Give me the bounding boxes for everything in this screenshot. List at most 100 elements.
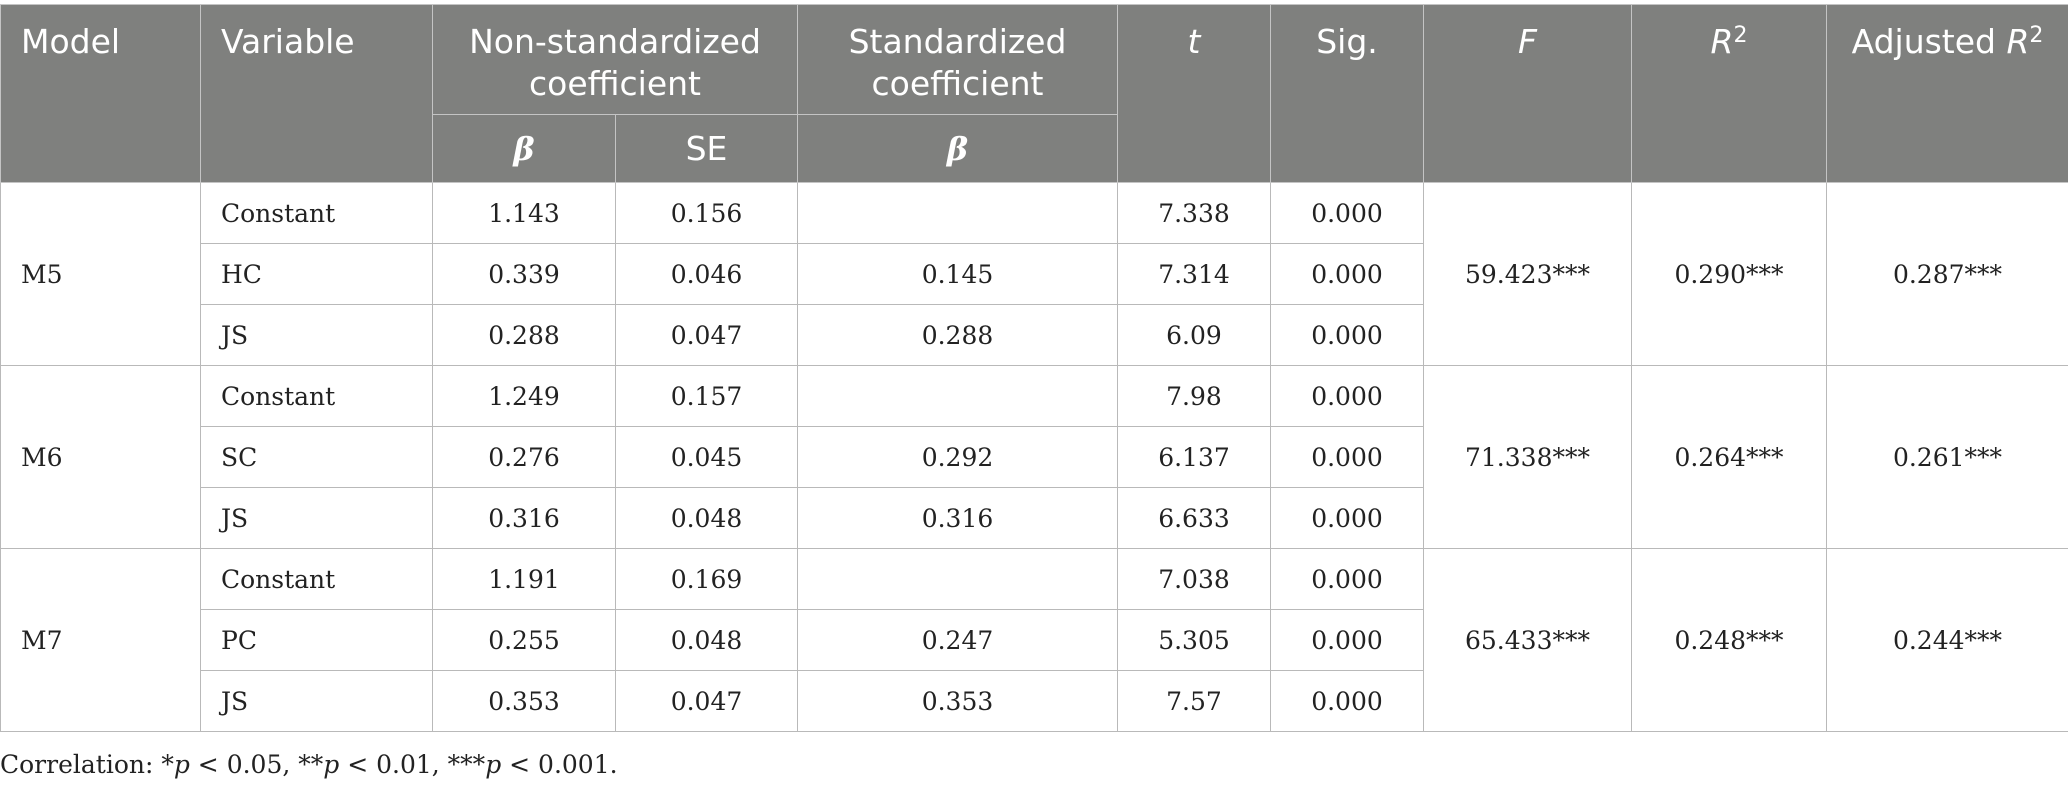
header-adjusted-r-squared: Adjusted R2: [1826, 4, 2068, 183]
header-nonstd-beta: β: [432, 114, 616, 183]
cell-variable: JS: [200, 670, 433, 732]
table-row: M5 Constant 1.143 0.156 7.338 0.000 59.423*** 0…: [0, 182, 2068, 366]
header-r2-sup: 2: [1733, 23, 1748, 48]
note-p1: p: [173, 750, 190, 779]
cell-sig: 0.000: [1270, 365, 1424, 427]
header-sig: Sig.: [1270, 4, 1424, 183]
header-standardized-coefficient: Standardized coefficient: [797, 4, 1118, 115]
header-adj-r2-base: R: [2006, 22, 2030, 61]
cell-se: 0.169: [615, 548, 798, 610]
cell-variable: PC: [200, 609, 433, 671]
table-row: JS 0.288 0.047 0.288 6.09 0.000: [1, 304, 2068, 366]
cell-r2: 0.264***: [1631, 365, 1827, 549]
header-nonstd-beta-label: β: [513, 129, 535, 168]
cell-se: 0.048: [615, 609, 798, 671]
cell-r2: 0.290***: [1631, 182, 1827, 366]
cell-t: 7.038: [1117, 548, 1271, 610]
header-model: Model: [0, 4, 201, 183]
header-adj-r2-sup: 2: [2029, 23, 2044, 48]
header-row-2: β SE β: [1, 114, 2068, 183]
cell-sig: 0.000: [1270, 304, 1424, 366]
header-se: SE: [615, 114, 798, 183]
table-footnote: Correlation: *p < 0.05, **p < 0.01, ***p…: [0, 750, 618, 779]
header-f: F: [1423, 4, 1632, 183]
cell-f: 65.433***: [1423, 548, 1632, 732]
cell-variable: SC: [200, 426, 433, 488]
cell-se: 0.157: [615, 365, 798, 427]
cell-se: 0.047: [615, 670, 798, 732]
cell-t: 5.305: [1117, 609, 1271, 671]
cell-sig: 0.000: [1270, 243, 1424, 305]
cell-variable: Constant: [200, 548, 433, 610]
header-r-squared: R2: [1631, 4, 1827, 183]
cell-beta: 0.316: [432, 487, 616, 549]
cell-se: 0.047: [615, 304, 798, 366]
cell-model: M6: [0, 365, 201, 549]
cell-std-beta: 0.353: [797, 670, 1118, 732]
cell-t: 6.09: [1117, 304, 1271, 366]
cell-adj-r2: 0.261***: [1826, 365, 2068, 549]
table-row: M6 Constant 1.249 0.157 7.98 0.000 71.338*** 0.…: [0, 365, 2068, 549]
cell-f: 71.338***: [1423, 365, 1632, 549]
cell-variable: JS: [200, 304, 433, 366]
cell-se: 0.156: [615, 182, 798, 244]
cell-t: 7.98: [1117, 365, 1271, 427]
cell-std-beta: 0.292: [797, 426, 1118, 488]
table-row: SC 0.276 0.045 0.292 6.137 0.000: [1, 426, 2068, 488]
header-r2-base: R: [1710, 22, 1734, 61]
header-t-label: t: [1187, 22, 1201, 61]
cell-std-beta: [797, 548, 1118, 610]
header-std-beta: β: [797, 114, 1118, 183]
header-nonstandardized-coefficient: Non-standardized coefficient: [432, 4, 798, 115]
note-p3: p: [485, 750, 502, 779]
cell-beta: 1.143: [432, 182, 616, 244]
cell-t: 7.314: [1117, 243, 1271, 305]
cell-beta: 1.249: [432, 365, 616, 427]
cell-beta: 0.288: [432, 304, 616, 366]
cell-sig: 0.000: [1270, 548, 1424, 610]
cell-sig: 0.000: [1270, 670, 1424, 732]
cell-std-beta: [797, 365, 1118, 427]
header-variable: Variable: [200, 4, 433, 183]
table-row: HC 0.339 0.046 0.145 7.314 0.000: [1, 243, 2068, 305]
regression-table: Model Variable Non-standardized coeffici…: [0, 4, 2068, 732]
cell-beta: 1.191: [432, 548, 616, 610]
cell-model: M7: [0, 548, 201, 732]
note-suffix: < 0.001.: [501, 750, 618, 779]
cell-beta: 0.353: [432, 670, 616, 732]
note-mid2: < 0.01, ***: [339, 750, 486, 779]
cell-variable: Constant: [200, 182, 433, 244]
table-row: M7 Constant 1.191 0.169 7.038 0.000 65.433*** 0…: [0, 548, 2068, 732]
header-std-beta-label: β: [946, 129, 969, 168]
cell-model: M5: [0, 182, 201, 366]
table-body: M5 Constant 1.143 0.156 7.338 0.000 59.423*** 0…: [0, 182, 2068, 732]
cell-se: 0.045: [615, 426, 798, 488]
cell-sig: 0.000: [1270, 182, 1424, 244]
cell-t: 6.633: [1117, 487, 1271, 549]
cell-beta: 0.339: [432, 243, 616, 305]
cell-std-beta: [797, 182, 1118, 244]
cell-beta: 0.276: [432, 426, 616, 488]
cell-t: 7.338: [1117, 182, 1271, 244]
cell-sig: 0.000: [1270, 426, 1424, 488]
header-t: t: [1117, 4, 1271, 183]
cell-f: 59.423***: [1423, 182, 1632, 366]
cell-std-beta: 0.316: [797, 487, 1118, 549]
header-row-1: Model Variable Non-standardized coeffici…: [0, 4, 2068, 183]
header-adj-prefix: Adjusted: [1851, 22, 2007, 61]
table-row: JS 0.316 0.048 0.316 6.633 0.000: [1, 487, 2068, 549]
header-f-label: F: [1518, 22, 1537, 61]
cell-t: 6.137: [1117, 426, 1271, 488]
cell-se: 0.048: [615, 487, 798, 549]
cell-sig: 0.000: [1270, 487, 1424, 549]
cell-t: 7.57: [1117, 670, 1271, 732]
cell-beta: 0.255: [432, 609, 616, 671]
cell-variable: JS: [200, 487, 433, 549]
cell-se: 0.046: [615, 243, 798, 305]
note-p2: p: [323, 750, 340, 779]
cell-adj-r2: 0.244***: [1826, 548, 2068, 732]
cell-variable: HC: [200, 243, 433, 305]
cell-std-beta: 0.247: [797, 609, 1118, 671]
table-row: JS 0.353 0.047 0.353 7.57 0.000: [1, 670, 2068, 732]
cell-sig: 0.000: [1270, 609, 1424, 671]
